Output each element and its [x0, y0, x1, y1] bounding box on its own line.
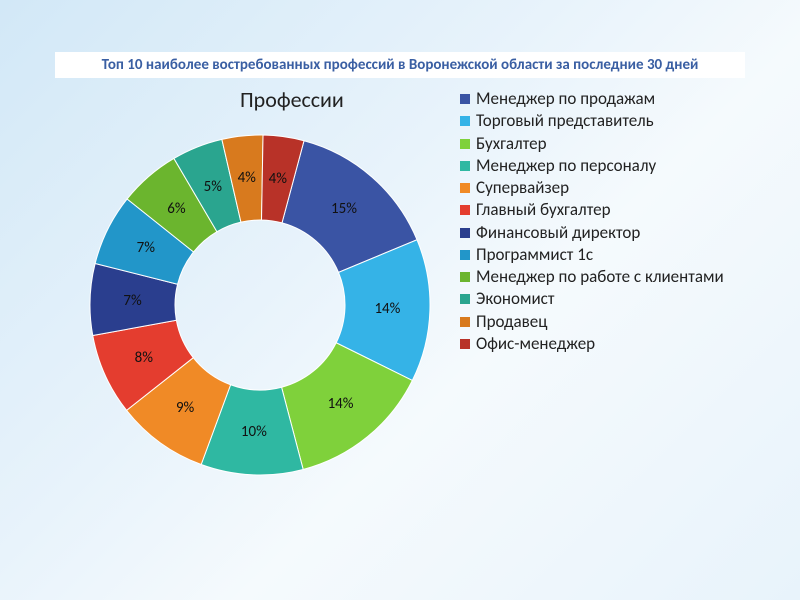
legend-swatch — [460, 317, 470, 327]
legend-swatch — [460, 272, 470, 282]
legend-label: Офис-менеджер — [476, 333, 595, 354]
legend-label: Программист 1с — [476, 244, 593, 265]
legend-swatch — [460, 294, 470, 304]
legend-label: Менеджер по продажам — [476, 88, 655, 109]
legend-swatch — [460, 116, 470, 126]
slice-label: 7% — [137, 239, 155, 257]
donut-chart: 15% 14% 14% 10% 9% 8% 7% 7% 6% 5% 4% 4% — [80, 125, 440, 485]
chart-legend: Менеджер по продажамТорговый представите… — [460, 88, 790, 355]
legend-label: Бухгалтер — [476, 133, 547, 154]
slice-label: 5% — [204, 178, 222, 196]
legend-label: Главный бухгалтер — [476, 199, 611, 220]
legend-label: Торговый представитель — [476, 110, 654, 131]
slice-label: 7% — [123, 292, 141, 310]
legend-label: Экономист — [476, 288, 554, 309]
slice-label: 14% — [374, 300, 400, 318]
slice-label: 9% — [176, 399, 194, 417]
slice-label: 4% — [238, 169, 256, 187]
legend-item: Продавец — [460, 311, 790, 332]
legend-item: Программист 1с — [460, 244, 790, 265]
slice-label: 6% — [167, 200, 185, 218]
legend-swatch — [460, 94, 470, 104]
chart-title: Профессии — [240, 86, 344, 113]
legend-item: Менеджер по персоналу — [460, 155, 790, 176]
legend-label: Продавец — [476, 311, 547, 332]
legend-label: Менеджер по персоналу — [476, 155, 656, 176]
slice-label: 10% — [241, 423, 267, 441]
slice-label: 4% — [269, 170, 287, 188]
legend-item: Супервайзер — [460, 177, 790, 198]
legend-item: Главный бухгалтер — [460, 199, 790, 220]
legend-label: Супервайзер — [476, 177, 569, 198]
legend-item: Экономист — [460, 288, 790, 309]
legend-swatch — [460, 139, 470, 149]
legend-item: Бухгалтер — [460, 133, 790, 154]
legend-item: Менеджер по работе с клиентами — [460, 266, 790, 287]
slice-label: 14% — [328, 395, 354, 413]
legend-item: Менеджер по продажам — [460, 88, 790, 109]
legend-swatch — [460, 339, 470, 349]
legend-swatch — [460, 228, 470, 238]
page-title: Топ 10 наиболее востребованных профессий… — [55, 52, 745, 78]
legend-swatch — [460, 183, 470, 193]
legend-label: Менеджер по работе с клиентами — [476, 266, 724, 287]
legend-item: Финансовый директор — [460, 222, 790, 243]
legend-swatch — [460, 205, 470, 215]
slice-label: 15% — [331, 200, 357, 218]
legend-label: Финансовый директор — [476, 222, 640, 243]
slice-label: 8% — [135, 349, 153, 367]
legend-swatch — [460, 250, 470, 260]
legend-item: Торговый представитель — [460, 110, 790, 131]
legend-swatch — [460, 161, 470, 171]
legend-item: Офис-менеджер — [460, 333, 790, 354]
